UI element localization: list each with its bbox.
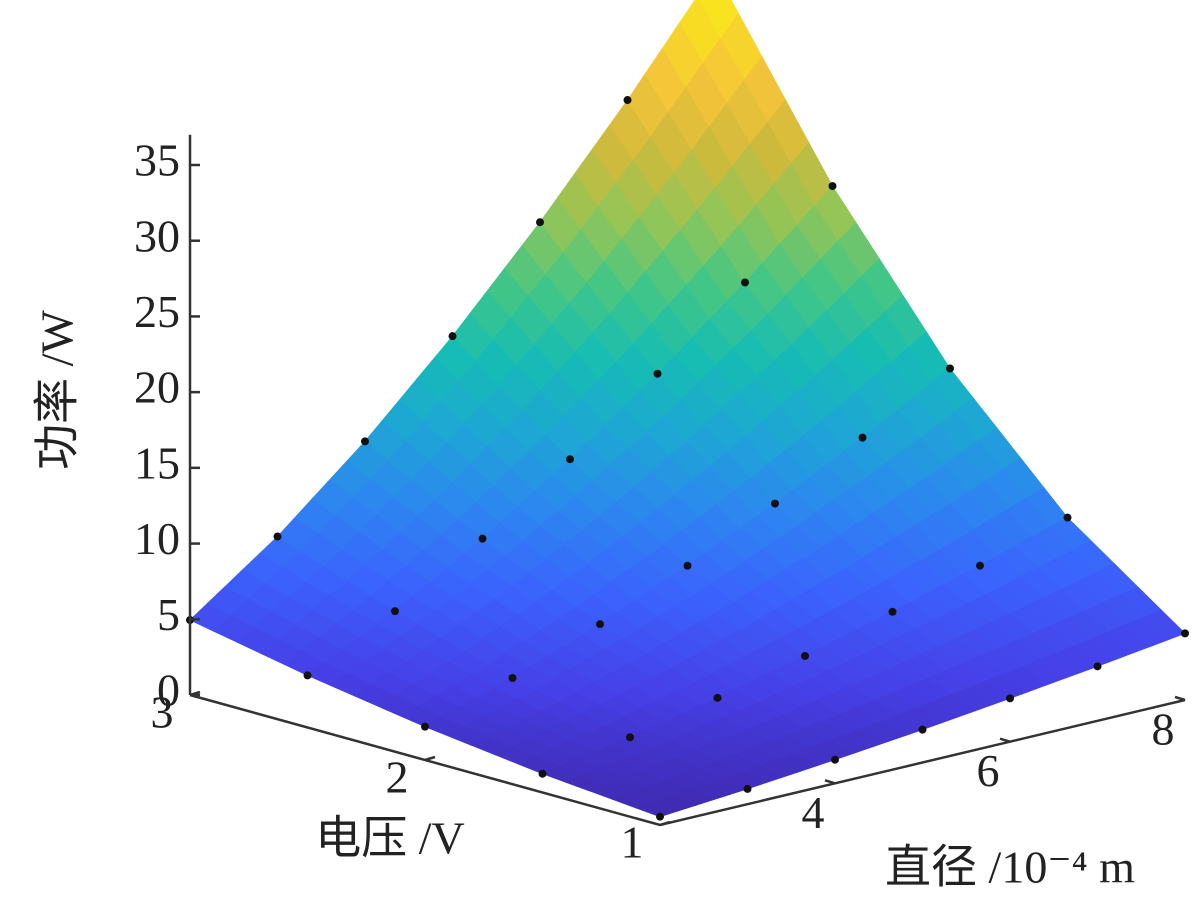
data-point [743, 784, 752, 793]
surface-patch [627, 0, 833, 284]
x-tick [999, 737, 1011, 743]
data-point [626, 733, 634, 742]
data-point [741, 278, 749, 287]
data-point [683, 561, 692, 570]
data-point [801, 651, 809, 660]
data-point [828, 182, 837, 191]
data-point [478, 534, 487, 543]
surface-patch [364, 335, 571, 540]
surface-patch [541, 736, 749, 818]
data-point [596, 620, 604, 629]
surface-patch [686, 503, 894, 657]
data-point [421, 722, 429, 731]
x-tick-label: 8 [1152, 704, 1175, 755]
y-tick-label: 3 [151, 687, 174, 738]
data-point [273, 532, 282, 541]
data-point [918, 725, 927, 734]
data-point [566, 455, 574, 464]
data-point [623, 96, 632, 105]
data-point [508, 673, 517, 682]
axes: 0 5 10 15 20 25 30 35 1 2 3 4 6 8 [134, 135, 1186, 868]
surface-patch [656, 281, 864, 505]
z-tick-label: 15 [134, 437, 180, 488]
x-axis-label: 直径 /10⁻⁴ m [885, 842, 1135, 893]
surface-patch [481, 458, 689, 625]
surface-patch [804, 611, 1011, 731]
surface-patch [306, 610, 514, 728]
surface-patch [891, 565, 1099, 699]
y-tick [424, 755, 436, 762]
surface-patch [394, 538, 601, 679]
y-axis-label: 电压 /V [315, 813, 465, 864]
surface-patch [276, 440, 484, 612]
surface-patch [189, 535, 396, 676]
data-point [858, 433, 867, 442]
data-point [303, 671, 312, 680]
x-tick-label: 6 [977, 745, 1000, 796]
data-point [771, 499, 779, 508]
y-tick-label: 2 [386, 752, 409, 803]
y-tick [659, 820, 671, 827]
data-point [888, 607, 897, 616]
surface-patch [424, 677, 631, 775]
z-tick-label: 20 [134, 362, 180, 413]
data-point [831, 755, 839, 764]
z-tick-label: 10 [134, 513, 180, 564]
data-point [536, 218, 544, 227]
z-tick-label: 25 [134, 286, 180, 337]
data-point [656, 812, 664, 821]
surface-patch [716, 655, 924, 761]
z-tick-label: 0 [157, 665, 180, 716]
data-point [538, 769, 547, 778]
z-axis-label: 功率 /W [32, 310, 83, 470]
surface-patch [744, 185, 951, 439]
data-point [713, 693, 722, 702]
surface-patch [861, 367, 1069, 567]
x-tick-label: 4 [802, 787, 825, 838]
surface-patch [599, 565, 806, 699]
data-point [361, 437, 369, 446]
data-point [976, 561, 984, 570]
surface-patch [774, 437, 981, 613]
z-tick-label: 5 [157, 589, 180, 640]
x-tick [1174, 695, 1186, 702]
data-point [391, 607, 399, 616]
z-tick-label: 30 [134, 210, 180, 261]
data-point [1006, 694, 1014, 703]
y-tick-label: 1 [621, 817, 644, 868]
z-tick-label: 35 [134, 135, 180, 186]
surface-patch [451, 221, 659, 460]
y-tick [189, 690, 201, 697]
surface [186, 0, 1189, 821]
x-tick [824, 779, 836, 785]
surface-patch [979, 517, 1186, 667]
surface-patch [629, 697, 837, 790]
data-point [653, 369, 662, 378]
data-point [1181, 629, 1189, 638]
data-point [448, 332, 457, 341]
data-point [1093, 662, 1102, 671]
data-point [946, 364, 954, 373]
data-point [1063, 513, 1072, 522]
